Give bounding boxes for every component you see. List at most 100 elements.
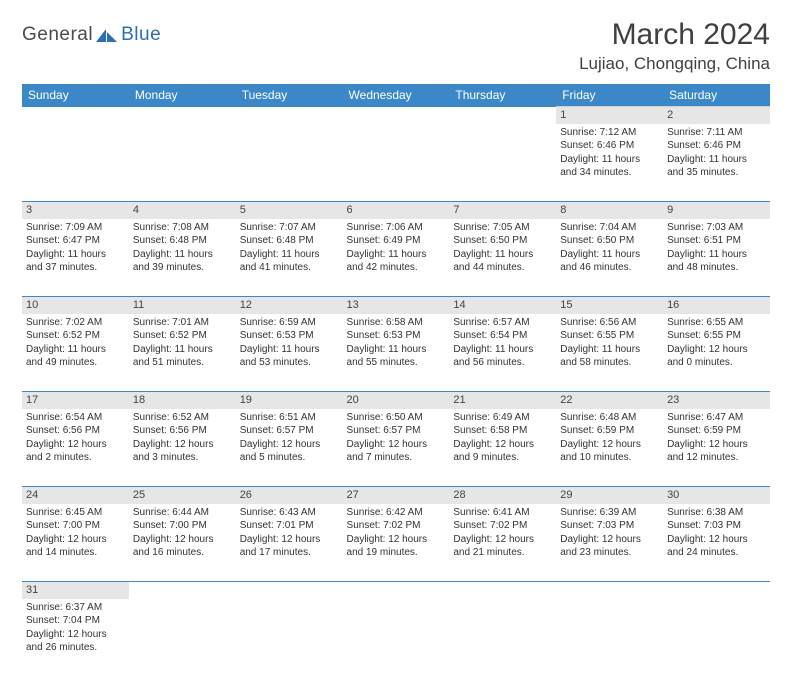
weekday-header: Tuesday [236,84,343,107]
daynum-row: 24252627282930 [22,487,770,504]
daylight-line: Daylight: 11 hours and 49 minutes. [26,343,125,370]
day-number-cell: 8 [556,202,663,219]
day-content-cell: Sunrise: 7:02 AMSunset: 6:52 PMDaylight:… [22,314,129,392]
day-number-cell: 28 [449,487,556,504]
day-content-cell: Sunrise: 6:58 AMSunset: 6:53 PMDaylight:… [343,314,450,392]
day-content-cell [236,599,343,677]
daylight-line: Daylight: 11 hours and 34 minutes. [560,153,659,180]
daylight-line: Daylight: 11 hours and 42 minutes. [347,248,446,275]
sunset-line: Sunset: 7:04 PM [26,614,125,628]
day-number-cell [129,107,236,124]
sunset-line: Sunset: 7:02 PM [347,519,446,533]
sunset-line: Sunset: 7:01 PM [240,519,339,533]
day-content-cell: Sunrise: 6:43 AMSunset: 7:01 PMDaylight:… [236,504,343,582]
daylight-line: Daylight: 11 hours and 35 minutes. [667,153,766,180]
day-number-cell [236,107,343,124]
day-content-cell: Sunrise: 6:41 AMSunset: 7:02 PMDaylight:… [449,504,556,582]
daylight-line: Daylight: 11 hours and 56 minutes. [453,343,552,370]
sunset-line: Sunset: 6:53 PM [240,329,339,343]
daylight-line: Daylight: 11 hours and 39 minutes. [133,248,232,275]
day-number-cell: 5 [236,202,343,219]
sunset-line: Sunset: 6:49 PM [347,234,446,248]
daylight-line: Daylight: 12 hours and 16 minutes. [133,533,232,560]
day-content-cell [129,124,236,202]
day-number-cell: 31 [22,582,129,599]
sunset-line: Sunset: 7:02 PM [453,519,552,533]
daylight-line: Daylight: 12 hours and 26 minutes. [26,628,125,655]
sunrise-line: Sunrise: 6:38 AM [667,506,766,520]
weekday-header-row: SundayMondayTuesdayWednesdayThursdayFrid… [22,84,770,107]
brand-logo: General Blue [22,24,161,46]
calendar-table: SundayMondayTuesdayWednesdayThursdayFrid… [22,84,770,677]
sunset-line: Sunset: 6:50 PM [560,234,659,248]
day-content-row: Sunrise: 7:12 AMSunset: 6:46 PMDaylight:… [22,124,770,202]
weekday-header: Wednesday [343,84,450,107]
day-content-cell: Sunrise: 6:38 AMSunset: 7:03 PMDaylight:… [663,504,770,582]
day-content-cell: Sunrise: 6:51 AMSunset: 6:57 PMDaylight:… [236,409,343,487]
day-content-cell: Sunrise: 6:59 AMSunset: 6:53 PMDaylight:… [236,314,343,392]
daylight-line: Daylight: 12 hours and 10 minutes. [560,438,659,465]
day-content-cell: Sunrise: 7:12 AMSunset: 6:46 PMDaylight:… [556,124,663,202]
sunset-line: Sunset: 6:56 PM [133,424,232,438]
day-content-cell: Sunrise: 6:44 AMSunset: 7:00 PMDaylight:… [129,504,236,582]
day-number-cell: 16 [663,297,770,314]
sunset-line: Sunset: 6:51 PM [667,234,766,248]
sunrise-line: Sunrise: 7:08 AM [133,221,232,235]
day-number-cell: 6 [343,202,450,219]
day-number-cell: 3 [22,202,129,219]
daylight-line: Daylight: 11 hours and 44 minutes. [453,248,552,275]
daylight-line: Daylight: 12 hours and 21 minutes. [453,533,552,560]
day-number-cell: 20 [343,392,450,409]
day-number-cell: 4 [129,202,236,219]
sunrise-line: Sunrise: 7:04 AM [560,221,659,235]
day-number-cell: 7 [449,202,556,219]
day-content-cell [556,599,663,677]
day-number-cell [663,582,770,599]
sunrise-line: Sunrise: 6:49 AM [453,411,552,425]
day-number-cell [449,582,556,599]
daylight-line: Daylight: 12 hours and 9 minutes. [453,438,552,465]
sunrise-line: Sunrise: 6:47 AM [667,411,766,425]
daynum-row: 12 [22,107,770,124]
day-content-cell [343,124,450,202]
day-number-cell: 25 [129,487,236,504]
sunrise-line: Sunrise: 6:58 AM [347,316,446,330]
brand-part1: General [22,24,93,46]
daylight-line: Daylight: 11 hours and 53 minutes. [240,343,339,370]
sunset-line: Sunset: 6:57 PM [240,424,339,438]
day-number-cell [343,582,450,599]
sunrise-line: Sunrise: 6:50 AM [347,411,446,425]
sunrise-line: Sunrise: 6:48 AM [560,411,659,425]
day-content-cell: Sunrise: 6:42 AMSunset: 7:02 PMDaylight:… [343,504,450,582]
daynum-row: 10111213141516 [22,297,770,314]
day-content-cell [236,124,343,202]
daylight-line: Daylight: 12 hours and 23 minutes. [560,533,659,560]
sunrise-line: Sunrise: 6:57 AM [453,316,552,330]
sunset-line: Sunset: 7:03 PM [667,519,766,533]
day-content-cell: Sunrise: 7:05 AMSunset: 6:50 PMDaylight:… [449,219,556,297]
daynum-row: 3456789 [22,202,770,219]
day-number-cell: 2 [663,107,770,124]
sunrise-line: Sunrise: 7:02 AM [26,316,125,330]
day-number-cell: 13 [343,297,450,314]
weekday-header: Saturday [663,84,770,107]
day-content-cell: Sunrise: 6:52 AMSunset: 6:56 PMDaylight:… [129,409,236,487]
weekday-header: Monday [129,84,236,107]
sunset-line: Sunset: 6:56 PM [26,424,125,438]
day-content-cell: Sunrise: 6:47 AMSunset: 6:59 PMDaylight:… [663,409,770,487]
sunrise-line: Sunrise: 6:56 AM [560,316,659,330]
sunrise-line: Sunrise: 6:39 AM [560,506,659,520]
day-number-cell: 10 [22,297,129,314]
sunset-line: Sunset: 6:58 PM [453,424,552,438]
daylight-line: Daylight: 11 hours and 55 minutes. [347,343,446,370]
daylight-line: Daylight: 12 hours and 12 minutes. [667,438,766,465]
sunrise-line: Sunrise: 6:55 AM [667,316,766,330]
sunrise-line: Sunrise: 6:41 AM [453,506,552,520]
day-number-cell: 17 [22,392,129,409]
day-content-cell: Sunrise: 6:45 AMSunset: 7:00 PMDaylight:… [22,504,129,582]
day-number-cell: 9 [663,202,770,219]
daylight-line: Daylight: 12 hours and 7 minutes. [347,438,446,465]
sunrise-line: Sunrise: 7:11 AM [667,126,766,140]
sunrise-line: Sunrise: 6:42 AM [347,506,446,520]
day-number-cell: 30 [663,487,770,504]
